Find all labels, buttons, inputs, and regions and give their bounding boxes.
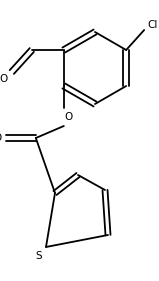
- Text: O: O: [0, 133, 2, 143]
- Text: S: S: [36, 251, 42, 261]
- Text: Cl: Cl: [147, 20, 157, 30]
- Text: O: O: [0, 74, 8, 84]
- Text: O: O: [65, 112, 73, 122]
